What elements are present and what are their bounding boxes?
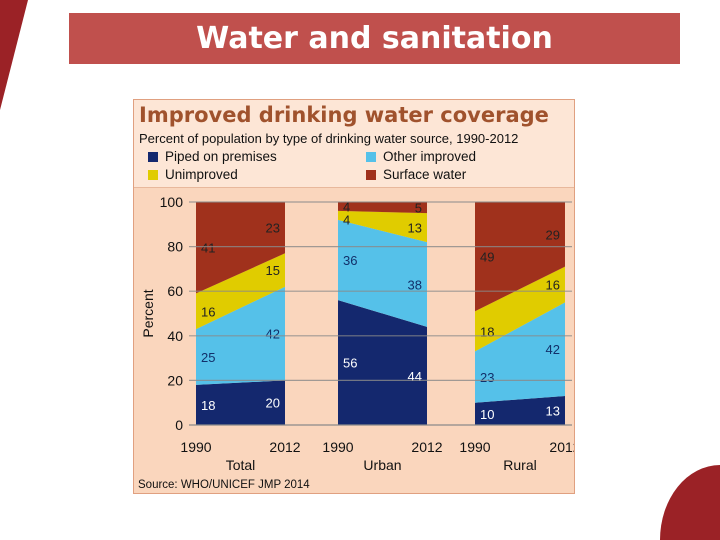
data-label: 42 <box>546 342 560 357</box>
group-label: Urban <box>363 457 401 473</box>
x-tick-label: 2012 <box>411 439 442 455</box>
chart-subtitle: Percent of population by type of drinkin… <box>139 131 519 146</box>
data-label: 23 <box>480 370 494 385</box>
corner-decoration <box>0 0 28 110</box>
legend-swatch <box>366 170 376 180</box>
area-urban-surface-water <box>338 202 427 214</box>
data-label: 4 <box>343 212 350 227</box>
area-total-piped-on-premises <box>196 380 285 425</box>
data-label: 42 <box>266 327 280 342</box>
y-tick-label: 20 <box>167 372 183 388</box>
area-rural-other-improved <box>475 302 565 403</box>
chart-panel: Improved drinking water coverage Percent… <box>133 99 575 494</box>
data-label: 10 <box>480 407 494 422</box>
area-total-surface-water <box>196 202 285 294</box>
data-label: 18 <box>201 398 215 413</box>
chart-plot: 18 20 25 42 16 15 41 23 1990 2012 Total 56 44 36 38 4 13… <box>140 194 574 473</box>
y-tick-label: 40 <box>167 328 183 344</box>
y-tick-label: 80 <box>167 239 183 255</box>
legend-item: Piped on premises <box>148 149 277 165</box>
legend-item: Unimproved <box>148 167 238 183</box>
legend-label: Other improved <box>383 149 477 164</box>
y-tick-label: 0 <box>175 417 183 433</box>
chart-source: Source: WHO/UNICEF JMP 2014 <box>138 479 310 491</box>
area-rural-unimproved <box>475 266 565 352</box>
data-label: 44 <box>408 369 422 384</box>
data-label: 20 <box>266 396 280 411</box>
x-tick-label: 1990 <box>459 439 490 455</box>
x-tick-label: 1990 <box>180 439 211 455</box>
slide-title: Water and sanitation <box>69 13 680 64</box>
data-label: 16 <box>201 304 215 319</box>
data-label: 41 <box>201 241 215 256</box>
area-urban-unimproved <box>338 210 427 243</box>
legend-item: Surface water <box>366 167 466 183</box>
legend-swatch <box>366 152 376 162</box>
data-label: 13 <box>408 221 422 236</box>
data-label: 25 <box>201 350 215 365</box>
x-tick-label: 2012 <box>269 439 300 455</box>
group-label: Total <box>226 457 256 473</box>
chart-title: Improved drinking water coverage <box>139 103 549 127</box>
data-label: 56 <box>343 356 357 371</box>
y-tick-label: 60 <box>167 283 183 299</box>
legend-item: Other improved <box>366 149 476 165</box>
legend-swatch <box>148 170 158 180</box>
data-label: 18 <box>480 324 494 339</box>
legend-label: Surface water <box>383 167 467 182</box>
legend-label: Unimproved <box>165 167 238 182</box>
data-label: 38 <box>408 278 422 293</box>
y-axis-label: Percent <box>140 289 156 337</box>
y-tick-label: 100 <box>160 194 184 210</box>
data-label: 16 <box>546 278 560 293</box>
data-label: 36 <box>343 253 357 268</box>
area-rural-surface-water <box>475 202 565 312</box>
data-label: 5 <box>415 201 422 216</box>
legend-swatch <box>148 152 158 162</box>
x-tick-label: 2012 <box>549 439 574 455</box>
data-label: 29 <box>546 227 560 242</box>
corner-decoration <box>660 465 720 540</box>
data-label: 4 <box>343 199 350 214</box>
data-label: 15 <box>266 263 280 278</box>
chart-header <box>134 100 574 188</box>
legend-label: Piped on premises <box>165 149 277 164</box>
data-label: 23 <box>266 221 280 236</box>
group-label: Rural <box>503 457 536 473</box>
x-tick-label: 1990 <box>322 439 353 455</box>
data-label: 49 <box>480 250 494 265</box>
data-label: 13 <box>546 404 560 419</box>
area-urban-piped-on-premises <box>338 300 427 425</box>
area-rural-piped-on-premises <box>475 396 565 425</box>
